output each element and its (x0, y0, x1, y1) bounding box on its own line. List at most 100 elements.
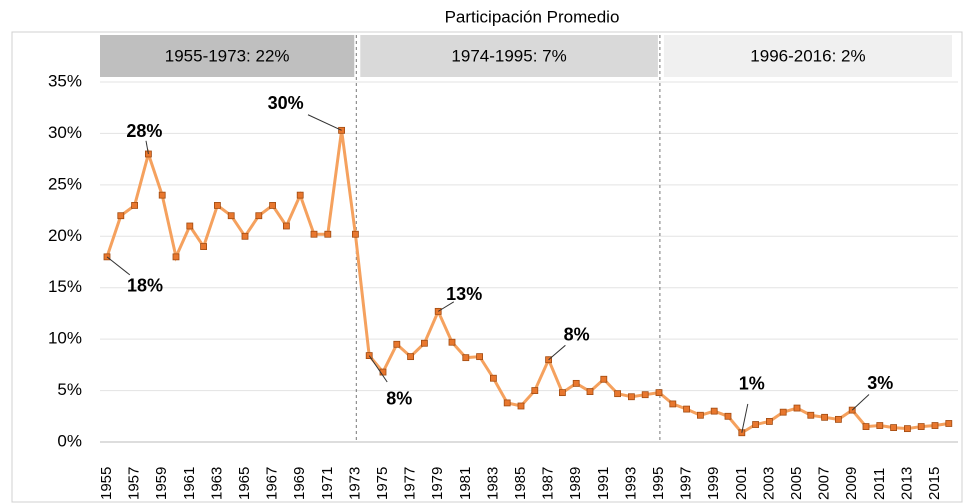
y-tick-label: 15% (48, 277, 82, 296)
data-point (241, 232, 249, 240)
data-point (876, 422, 884, 429)
data-point (448, 338, 456, 346)
x-tick-label: 2001 (733, 467, 750, 500)
leader-line (437, 301, 455, 312)
x-tick-label: 1955 (98, 467, 115, 500)
data-label: 18% (127, 276, 163, 296)
data-point (407, 353, 415, 361)
data-point (517, 402, 525, 410)
data-point (489, 374, 497, 382)
leader-line (106, 256, 131, 276)
data-label: 13% (446, 284, 482, 304)
data-label: 1% (739, 373, 765, 393)
x-tick-label: 1973 (346, 467, 363, 500)
data-point (641, 391, 649, 399)
data-point (324, 230, 332, 238)
data-point (172, 253, 180, 261)
data-point (269, 202, 277, 209)
data-point (503, 399, 511, 407)
y-tick-label: 25% (48, 174, 82, 193)
data-point (904, 425, 911, 433)
data-point (158, 191, 166, 199)
data-point (213, 202, 221, 209)
data-point (462, 354, 470, 362)
leader-line (368, 355, 388, 383)
data-point (697, 411, 704, 419)
data-point (117, 212, 125, 220)
x-tick-label: 1961 (181, 467, 198, 500)
leader-line (548, 344, 566, 361)
leader-line (741, 403, 749, 433)
x-tick-label: 1979 (429, 467, 446, 500)
period-label: 1974-1995: 7% (451, 46, 566, 65)
data-point (807, 411, 815, 419)
period-band (663, 35, 952, 77)
x-tick-label: 1995 (650, 467, 667, 500)
data-point (586, 388, 594, 396)
data-point (600, 375, 608, 383)
data-point (669, 400, 677, 408)
data-point (862, 423, 870, 430)
data-label: 30% (268, 93, 304, 113)
x-tick-label: 1959 (153, 467, 170, 500)
data-label: 28% (126, 121, 162, 141)
data-point (572, 379, 580, 387)
leader-line (851, 394, 870, 411)
data-point (835, 415, 842, 423)
data-point (821, 413, 828, 421)
data-point (131, 202, 139, 209)
x-tick-label: 1999 (705, 467, 722, 500)
x-tick-label: 1981 (457, 467, 474, 500)
y-tick-label: 10% (48, 329, 82, 348)
data-point (724, 412, 732, 420)
data-point (628, 393, 635, 401)
data-point (710, 407, 718, 415)
y-tick-label: 35% (48, 71, 82, 90)
data-point (655, 389, 663, 397)
x-tick-label: 2015 (926, 467, 943, 500)
data-point (338, 126, 346, 134)
x-tick-label: 2003 (760, 467, 777, 500)
data-point (310, 230, 318, 238)
x-tick-label: 1989 (567, 467, 584, 500)
x-tick-label: 1993 (622, 467, 639, 500)
data-point (351, 230, 359, 238)
x-tick-label: 1965 (236, 467, 253, 500)
data-label: 8% (564, 324, 590, 344)
chart-title: Participación Promedio (445, 7, 620, 26)
x-tick-label: 2007 (816, 467, 833, 500)
x-tick-label: 1971 (319, 467, 336, 500)
period-label: 1996-2016: 2% (750, 46, 865, 65)
data-point (186, 222, 194, 230)
x-tick-label: 1969 (291, 467, 308, 500)
data-point (752, 421, 759, 428)
x-tick-label: 1975 (374, 467, 391, 500)
x-tick-label: 1983 (484, 467, 501, 500)
y-tick-label: 20% (48, 226, 82, 245)
y-tick-label: 5% (57, 380, 82, 399)
data-point (793, 404, 801, 412)
x-tick-label: 1991 (595, 467, 612, 500)
x-tick-label: 2005 (788, 467, 805, 500)
x-tick-label: 1997 (678, 467, 695, 500)
y-tick-label: 0% (57, 431, 82, 450)
data-point (200, 243, 208, 250)
x-tick-label: 1963 (208, 467, 225, 500)
data-point (779, 408, 787, 416)
data-point (614, 390, 621, 398)
data-line (105, 130, 950, 435)
period-band (360, 35, 658, 77)
data-point (227, 212, 235, 220)
x-tick-label: 2011 (871, 468, 888, 500)
data-point (531, 387, 539, 394)
data-point (282, 222, 290, 230)
data-point (766, 418, 773, 425)
y-tick-label: 30% (48, 123, 82, 142)
data-point (559, 389, 566, 397)
data-point (420, 339, 428, 347)
data-point (945, 420, 953, 427)
data-point (476, 353, 484, 361)
x-tick-label: 2013 (898, 467, 915, 500)
chart-frame (11, 31, 963, 503)
